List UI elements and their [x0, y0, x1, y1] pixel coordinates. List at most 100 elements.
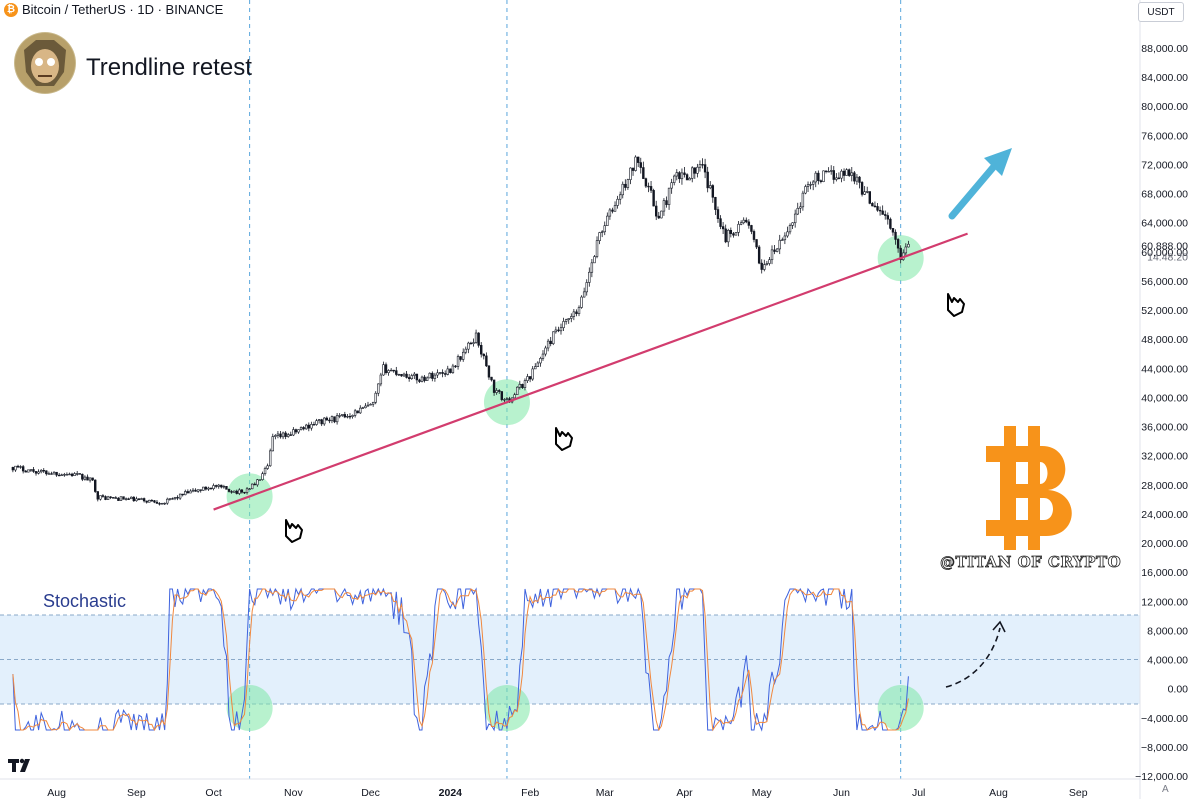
candle-body — [446, 368, 449, 375]
candle-body — [379, 374, 383, 385]
price-tick-label: 28,000.00 — [1141, 480, 1188, 492]
price-tick-label: 36,000.00 — [1141, 422, 1188, 434]
candle-body — [431, 372, 434, 379]
candle-body — [104, 496, 107, 500]
candle-body — [91, 477, 94, 481]
projection-arrow-icon — [948, 148, 1012, 220]
currency-button[interactable]: USDT — [1138, 2, 1184, 22]
candle-body — [194, 489, 197, 492]
candle-body — [886, 215, 890, 220]
candle-body — [238, 489, 241, 494]
candle-body — [29, 469, 33, 471]
candle-body — [829, 170, 833, 172]
candle-body — [150, 499, 154, 502]
symbol-header[interactable]: ₿ Bitcoin / TetherUS · 1D · BINANCE — [4, 2, 223, 17]
candle-body — [418, 379, 421, 382]
candle-body — [122, 496, 125, 500]
candle-body — [660, 210, 663, 219]
candle-body — [884, 214, 887, 216]
candle-body — [168, 498, 172, 500]
candle-body — [52, 471, 56, 475]
tradingview-logo-icon[interactable] — [8, 757, 34, 778]
candle-body — [351, 415, 354, 417]
candle-countdown-label: 14:48:20 — [1147, 251, 1188, 263]
candle-body — [516, 386, 519, 395]
candle-body — [410, 375, 413, 379]
candle-body — [37, 471, 40, 474]
candle-body — [806, 184, 810, 187]
candle-body — [132, 496, 136, 502]
candle-body — [341, 414, 344, 416]
candle-body — [531, 368, 534, 380]
candle-body — [778, 239, 781, 250]
candle-body — [549, 340, 552, 345]
time-tick-label: Aug — [47, 787, 66, 799]
candle-body — [99, 495, 102, 500]
candle-body — [181, 493, 184, 496]
candle-body — [96, 491, 99, 500]
candle-body — [207, 487, 210, 490]
candle-body — [88, 477, 92, 481]
candle-body — [320, 419, 323, 425]
candle-body — [819, 180, 823, 182]
candle-body — [361, 407, 365, 409]
candle-body — [904, 246, 908, 254]
candle-body — [101, 495, 105, 497]
candle-body — [250, 483, 254, 490]
candle-body — [323, 417, 326, 425]
candle-body — [369, 403, 372, 406]
candle-body — [775, 248, 779, 252]
candle-body — [624, 183, 627, 188]
candle-body — [575, 311, 578, 315]
candle-body — [227, 489, 231, 492]
candle-body — [178, 493, 182, 499]
candle-body — [796, 207, 799, 215]
candle-body — [462, 351, 465, 360]
candle-body — [662, 200, 666, 212]
candle-body — [871, 203, 874, 207]
candle-body — [582, 291, 586, 298]
candle-body — [459, 356, 462, 360]
candle-body — [724, 228, 727, 243]
candle-body — [119, 496, 123, 501]
candle-body — [140, 498, 143, 500]
auto-scale-button[interactable]: A — [1162, 784, 1169, 795]
time-tick-label: Jun — [833, 787, 850, 799]
candle-body — [513, 394, 516, 399]
candle-body — [611, 209, 614, 212]
candle-body — [338, 415, 341, 417]
bitcoin-coin-icon: ₿ — [4, 2, 18, 17]
candle-body — [732, 233, 735, 236]
candle-body — [678, 172, 681, 180]
candle-body — [701, 164, 704, 166]
candle-body — [438, 372, 442, 374]
candle-body — [541, 353, 545, 359]
candle-body — [348, 415, 352, 418]
candle-body — [827, 170, 830, 173]
price-axis[interactable]: 88,000.00 84,000.00 80,000.00 76,000.00 72,0… — [1135, 43, 1188, 783]
candle-body — [436, 372, 439, 376]
candle-body — [860, 182, 864, 195]
candle-body — [629, 167, 632, 180]
candle-body — [346, 415, 349, 418]
candle-body — [570, 316, 573, 319]
candle-body — [160, 503, 164, 505]
pointing-hand-icon — [555, 427, 573, 451]
candle-body — [752, 231, 756, 240]
last-price-label: 60,888.00 — [1141, 240, 1188, 252]
candle-body — [279, 433, 282, 438]
candle-body — [158, 503, 161, 505]
candle-body — [68, 473, 71, 476]
candle-body — [117, 497, 120, 501]
candle-body — [76, 473, 79, 475]
candle-body — [554, 329, 558, 333]
titan-avatar-icon — [14, 32, 76, 94]
candle-body — [665, 200, 668, 205]
candle-body — [655, 205, 658, 217]
candle-body — [577, 307, 581, 315]
time-axis[interactable]: Aug Sep Oct Nov Dec 2024 Feb Mar Apr May Jun Jul Aug… — [0, 778, 1140, 799]
candle-body — [214, 485, 218, 487]
candle-body — [866, 191, 869, 193]
price-tick-label: 80,000.00 — [1141, 101, 1188, 113]
candle-body — [621, 183, 624, 196]
